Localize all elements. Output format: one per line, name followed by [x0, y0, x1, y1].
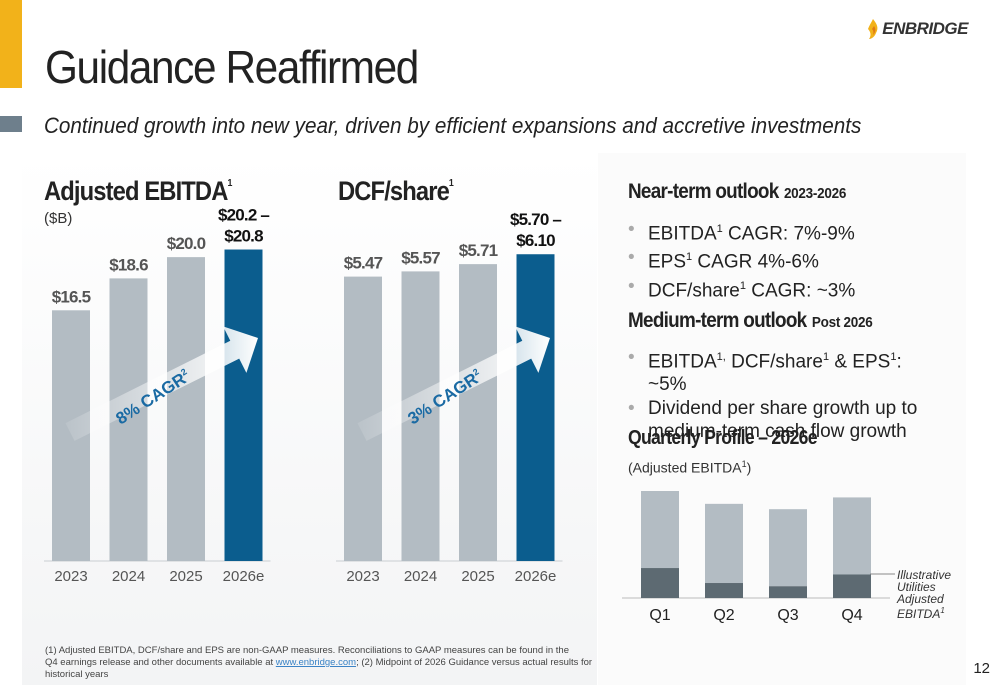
x-tick-label: 2024: [404, 568, 437, 585]
medium-term-bullet: Dividend per share growth up to medium-t…: [628, 397, 928, 443]
dcf-chart-title: DCF/share1: [338, 176, 454, 206]
quarterly-bar-utilities: [641, 568, 679, 598]
data-label: $5.47: [344, 254, 383, 273]
bar: [167, 257, 205, 561]
page-title: Guidance Reaffirmed: [45, 41, 419, 93]
data-label: $5.57: [401, 248, 440, 267]
quarterly-bar-other: [705, 503, 743, 584]
x-tick-label: 2024: [112, 568, 145, 585]
logo-text: ENBRIDGE: [882, 19, 968, 38]
quarterly-heading: Quarterly Profile – 2026e: [628, 427, 818, 449]
enbridge-logo: ENBRIDGE: [866, 18, 968, 40]
quarterly-bar-other: [769, 509, 807, 587]
quarterly-tick-label: Q3: [777, 607, 798, 624]
bar: [516, 254, 555, 561]
near-term-heading: Near-term outlook 2023-2026: [628, 180, 847, 203]
ebitda-chart-title: Adjusted EBITDA1: [44, 176, 232, 206]
x-tick-label: 2023: [54, 568, 87, 585]
page-subtitle: Continued growth into new year, driven b…: [44, 113, 862, 138]
bar: [459, 264, 497, 561]
data-label: $20.8: [224, 227, 263, 246]
quarterly-bar-other: [833, 497, 871, 575]
footnote: (1) Adjusted EBITDA, DCF/share and EPS a…: [45, 645, 593, 680]
data-label: $16.5: [52, 287, 91, 306]
data-label: $6.10: [516, 231, 555, 250]
medium-term-list: EBITDA1, DCF/share1 & EPS1: ~5% Dividend…: [628, 346, 928, 444]
medium-term-bullet: EBITDA1, DCF/share1 & EPS1: ~5%: [628, 346, 928, 396]
data-label: $20.2 –: [218, 206, 269, 225]
data-label: $5.70 –: [510, 210, 561, 229]
x-tick-label: 2025: [169, 568, 202, 585]
ebitda-unit: ($B): [44, 210, 73, 227]
subtitle-marker: [0, 116, 22, 132]
quarterly-subheading: (Adjusted EBITDA1): [628, 459, 752, 476]
quarterly-bar-other: [641, 491, 679, 569]
quarterly-tick-label: Q4: [841, 607, 862, 624]
cagr-arrow-icon: [357, 326, 550, 441]
accent-bar: [0, 0, 22, 88]
data-label: $5.71: [459, 241, 498, 260]
near-term-bullet: EBITDA1 CAGR: 7%-9%: [628, 218, 855, 245]
near-term-list: EBITDA1 CAGR: 7%-9% EPS1 CAGR 4%-6% DCF/…: [628, 218, 855, 303]
quarterly-legend-note: Illustrative Utilities Adjusted EBITDA1: [897, 568, 952, 621]
cagr-arrow-icon: [65, 326, 258, 441]
quarterly-bar-utilities: [769, 586, 807, 598]
x-tick-label: 2026e: [223, 568, 265, 585]
quarterly-bar-utilities: [833, 574, 871, 598]
x-tick-label: 2023: [346, 568, 379, 585]
medium-term-heading: Medium-term outlook Post 2026: [628, 309, 873, 332]
x-tick-label: 2025: [461, 568, 494, 585]
x-tick-label: 2026e: [515, 568, 557, 585]
bar: [224, 249, 263, 562]
data-label: $18.6: [109, 255, 148, 274]
quarterly-tick-label: Q2: [713, 607, 734, 624]
near-term-bullet: EPS1 CAGR 4%-6%: [628, 246, 855, 273]
quarterly-tick-label: Q1: [649, 607, 670, 624]
quarterly-bar-utilities: [705, 583, 743, 598]
page-number: 12: [973, 660, 990, 677]
enbridge-link[interactable]: www.enbridge.com: [275, 657, 357, 668]
data-label: $20.0: [167, 234, 206, 253]
enbridge-flame-icon: [868, 19, 878, 39]
near-term-bullet: DCF/share1 CAGR: ~3%: [628, 275, 855, 302]
